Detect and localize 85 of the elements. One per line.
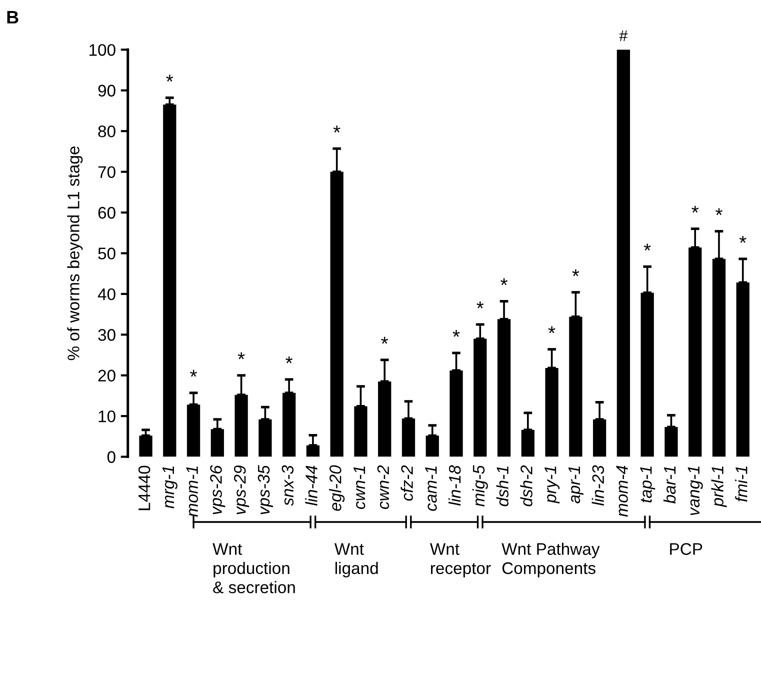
y-tick-label: 30 [98, 329, 116, 341]
x-tick-label: apr-1 [568, 466, 584, 504]
bar [234, 394, 248, 457]
annotation: * [381, 336, 388, 344]
text: B [7, 11, 18, 24]
annotation: # [619, 30, 628, 41]
x-tick-label: egl-20 [329, 465, 345, 511]
x-tick-label: vps-26 [210, 465, 226, 514]
annotation: * [238, 352, 245, 360]
x-tick-label: cam-1 [425, 466, 437, 511]
bar [736, 282, 750, 457]
annotation: * [452, 330, 460, 337]
y-tick-label: 90 [98, 84, 116, 97]
x-tick-label: pry-1 [544, 466, 560, 504]
x-tick-label: dsh-1 [496, 466, 509, 506]
x-tick-label: snx-3 [282, 465, 294, 506]
x-tick-label: cwn-2 [377, 465, 390, 510]
bar [521, 430, 534, 457]
annotation: * [333, 126, 340, 132]
bar [139, 436, 152, 457]
bar [545, 368, 558, 457]
x-tick-label: L4440 [138, 466, 150, 510]
bar [712, 258, 726, 457]
x-tick-label: mom-1 [186, 466, 198, 517]
x-tick-label: fmi-1 [735, 466, 748, 502]
text: Wnt Pathway Components [502, 542, 600, 578]
y-tick-label: 40 [98, 288, 116, 300]
bar [186, 404, 200, 457]
annotation: * [190, 370, 198, 377]
x-tick-label: lin-18 [448, 465, 461, 506]
text: Wnt ligand [334, 543, 378, 578]
text: Wnt production & secretion [212, 543, 295, 594]
bar [426, 436, 439, 457]
bar [640, 292, 654, 457]
annotation: * [500, 278, 508, 286]
y-tick-label: 60 [98, 206, 116, 219]
bar [330, 172, 344, 457]
x-tick-label: vps-29 [234, 465, 250, 514]
bar [282, 392, 296, 457]
bar [258, 419, 272, 457]
x-tick-label: mom-4 [616, 466, 628, 517]
y-tick-label: 0 [107, 451, 116, 463]
x-tick-label: lin-23 [592, 465, 604, 506]
x-tick-label: bar-1 [663, 466, 676, 504]
bar [474, 338, 487, 457]
x-tick-label: prkl-1 [711, 466, 727, 508]
x-tick-label: dsh-2 [520, 465, 532, 506]
bar [497, 319, 511, 457]
x-tick-label: vps-35 [258, 465, 273, 514]
bar [378, 381, 392, 457]
x-tick-label: vang-1 [688, 466, 703, 516]
x-tick-label: mig-5 [472, 465, 488, 507]
y-tick-label: 50 [98, 248, 116, 260]
annotation: * [716, 208, 722, 216]
x-tick-label: lin-44 [305, 466, 318, 506]
y-tick-label: 100 [90, 44, 116, 56]
y-tick-label: 20 [98, 370, 116, 382]
annotation: * [739, 236, 746, 243]
text: PCP [670, 543, 702, 555]
bar [592, 419, 606, 457]
bar [354, 406, 368, 457]
x-tick-label: mrg-1 [162, 466, 178, 508]
x-tick-label: tap-1 [640, 466, 656, 502]
annotation: * [166, 74, 174, 82]
bar [616, 50, 630, 457]
annotation: * [692, 206, 699, 213]
bar [664, 427, 678, 457]
y-axis-title: % of worms beyond L1 stage [67, 146, 83, 360]
annotation: * [476, 302, 484, 308]
y-tick-label: 80 [98, 126, 116, 138]
y-tick-label: 10 [98, 410, 116, 422]
annotation: * [644, 244, 651, 251]
annotation: * [548, 326, 556, 334]
bar [163, 104, 176, 457]
bar [688, 248, 702, 457]
annotation: * [286, 356, 293, 364]
bar [402, 418, 416, 457]
bar [210, 429, 224, 457]
annotation: * [572, 269, 580, 276]
y-tick-label: 70 [98, 166, 116, 178]
bar [450, 370, 463, 457]
x-tick-label: cfz-2 [400, 465, 413, 501]
bar [569, 316, 582, 457]
x-tick-label: cwn-1 [354, 466, 366, 510]
text: Wnt receptor [430, 543, 491, 578]
